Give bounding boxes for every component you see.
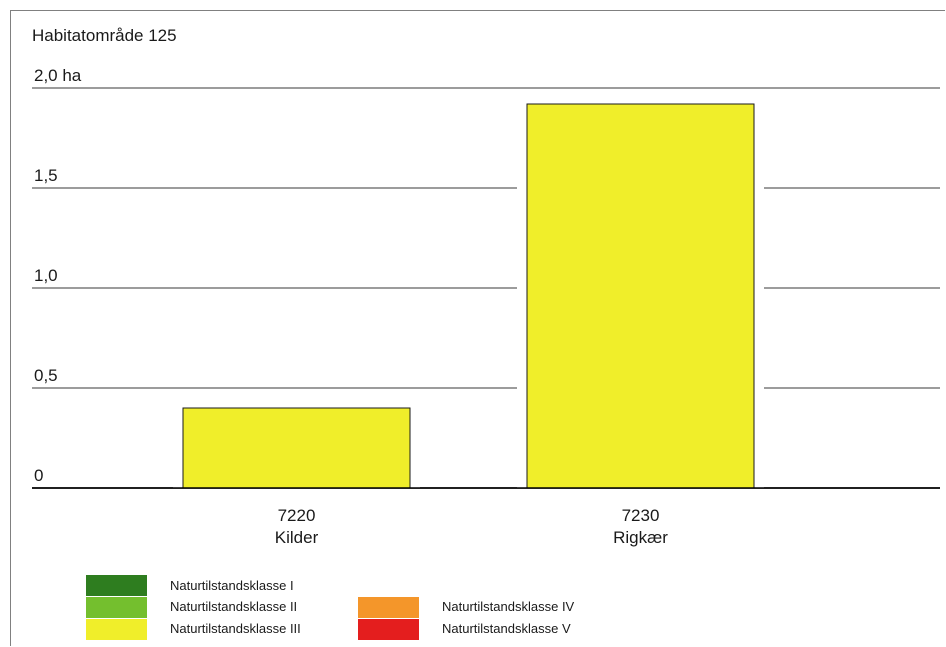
category-labels: 7220 Kilder 7230 Rigkær [275, 506, 668, 547]
legend-swatch [358, 619, 419, 640]
legend-label: Naturtilstandsklasse V [442, 621, 571, 636]
legend-swatch [86, 619, 147, 640]
legend-label: Naturtilstandsklasse I [170, 578, 294, 593]
y-tick-labels: 0 0,5 1,0 1,5 2,0 ha [34, 66, 82, 485]
legend-label: Naturtilstandsklasse II [170, 599, 297, 614]
bar-7230 [526, 103, 755, 489]
legend-swatch [86, 597, 147, 618]
bar-7220 [182, 407, 411, 489]
legend-swatch [86, 575, 147, 596]
y-tick-label: 0 [34, 466, 43, 485]
y-tick-label: 0,5 [34, 366, 58, 385]
legend-swatch [358, 597, 419, 618]
gridlines [32, 87, 940, 489]
legend: Naturtilstandsklasse I Naturtilstandsklas… [86, 575, 575, 640]
legend-label: Naturtilstandsklasse III [170, 621, 301, 636]
chart-title: Habitatområde 125 [32, 26, 177, 45]
y-tick-label: 1,5 [34, 166, 58, 185]
category-name-label: Kilder [275, 528, 319, 547]
legend-label: Naturtilstandsklasse IV [442, 599, 575, 614]
category-name-label: Rigkær [613, 528, 668, 547]
y-tick-label: 1,0 [34, 266, 58, 285]
y-tick-label: 2,0 ha [34, 66, 82, 85]
bars [32, 103, 940, 489]
category-code-label: 7220 [278, 506, 316, 525]
category-code-label: 7230 [622, 506, 660, 525]
chart-frame [10, 10, 945, 646]
